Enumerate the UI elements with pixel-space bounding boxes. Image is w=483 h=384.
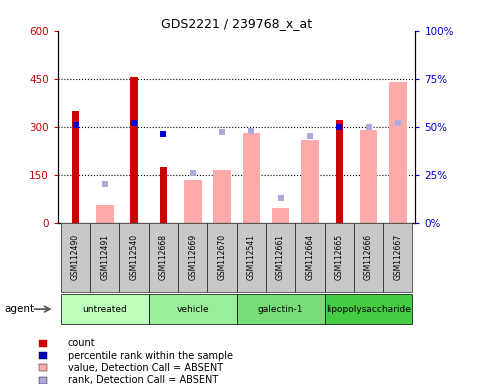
Text: lipopolysaccharide: lipopolysaccharide — [326, 305, 411, 314]
Text: GSM112661: GSM112661 — [276, 234, 285, 280]
Bar — [213, 170, 231, 223]
Text: rank, Detection Call = ABSENT: rank, Detection Call = ABSENT — [68, 375, 218, 384]
Text: GSM112491: GSM112491 — [100, 234, 109, 280]
Text: GSM112541: GSM112541 — [247, 234, 256, 280]
Text: GSM112664: GSM112664 — [305, 234, 314, 280]
Text: percentile rank within the sample: percentile rank within the sample — [68, 351, 233, 361]
Text: value, Detection Call = ABSENT: value, Detection Call = ABSENT — [68, 363, 223, 373]
Bar — [130, 77, 138, 223]
Bar — [336, 120, 343, 223]
Text: GSM112665: GSM112665 — [335, 234, 344, 280]
Bar — [96, 205, 114, 223]
Text: vehicle: vehicle — [176, 305, 209, 314]
Bar — [389, 82, 407, 223]
Bar — [301, 139, 319, 223]
Text: GSM112668: GSM112668 — [159, 234, 168, 280]
Bar — [160, 167, 167, 223]
Text: GSM112670: GSM112670 — [217, 234, 227, 280]
Text: count: count — [68, 338, 95, 348]
Text: GSM112540: GSM112540 — [129, 234, 139, 280]
Bar — [242, 133, 260, 223]
Bar — [360, 130, 377, 223]
Bar — [272, 208, 289, 223]
Text: agent: agent — [5, 304, 35, 314]
Text: GSM112490: GSM112490 — [71, 234, 80, 280]
Text: untreated: untreated — [83, 305, 127, 314]
Text: GSM112669: GSM112669 — [188, 234, 197, 280]
Bar — [184, 180, 201, 223]
Text: GSM112666: GSM112666 — [364, 234, 373, 280]
Bar — [72, 111, 79, 223]
Text: galectin-1: galectin-1 — [258, 305, 303, 314]
Text: GSM112667: GSM112667 — [393, 234, 402, 280]
Title: GDS2221 / 239768_x_at: GDS2221 / 239768_x_at — [161, 17, 312, 30]
